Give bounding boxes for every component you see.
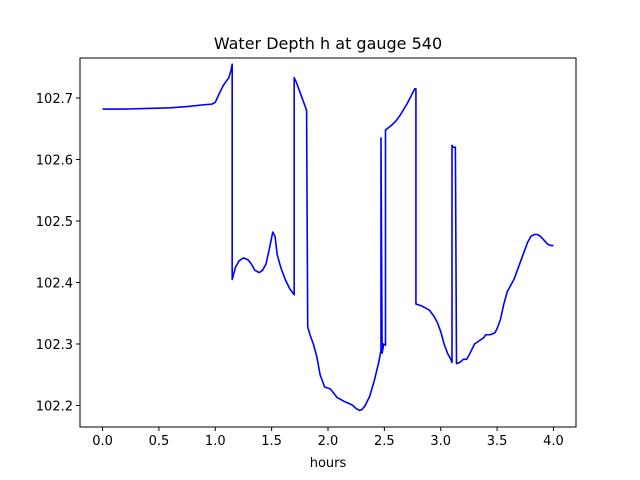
x-axis-label: hours <box>310 456 347 471</box>
y-tick-label: 102.5 <box>36 215 73 230</box>
x-tick-label: 4.0 <box>543 434 564 449</box>
x-tick-label: 1.5 <box>261 434 282 449</box>
y-tick-label: 102.2 <box>36 399 73 414</box>
plot-frame <box>79 57 577 428</box>
x-tick-label: 1.0 <box>205 434 226 449</box>
x-tick-label: 0.5 <box>149 434 170 449</box>
y-tick-label: 102.3 <box>36 338 73 353</box>
y-tick-label: 102.7 <box>36 92 73 107</box>
y-axis: 102.2 102.3 102.4 102.5 102.6 102.7 <box>36 92 80 414</box>
plot-area <box>102 63 554 412</box>
x-tick-label: 3.0 <box>430 434 451 449</box>
x-axis: 0.0 0.5 1.0 1.5 2.0 2.5 3.0 3.5 4.0 <box>92 427 564 449</box>
x-tick-label: 2.5 <box>374 434 395 449</box>
y-tick-label: 102.6 <box>36 153 73 168</box>
x-tick-label: 0.0 <box>92 434 113 449</box>
y-tick-label: 102.4 <box>36 276 73 291</box>
chart-title: Water Depth h at gauge 540 <box>214 34 442 53</box>
x-tick-label: 2.0 <box>318 434 339 449</box>
x-tick-label: 3.5 <box>487 434 508 449</box>
series-line-0 <box>102 63 554 412</box>
